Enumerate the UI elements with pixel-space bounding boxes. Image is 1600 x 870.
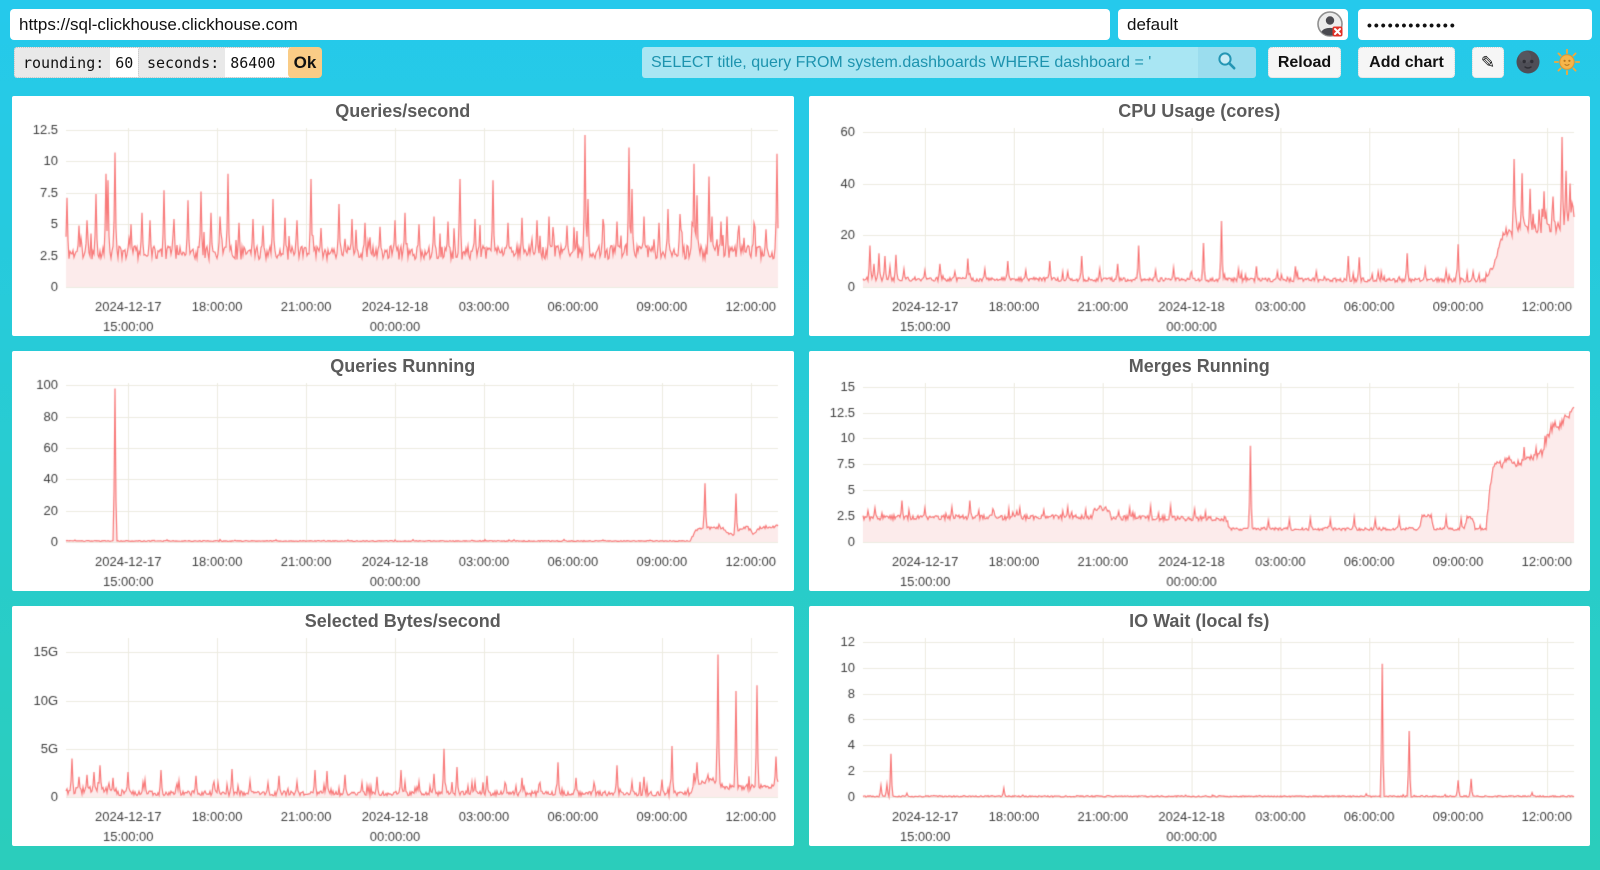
chart-canvas-queries-per-second[interactable]	[12, 96, 794, 336]
password-input[interactable]	[1358, 9, 1592, 40]
sun-face-icon	[1553, 48, 1580, 78]
magnifier-icon	[1216, 50, 1238, 75]
pencil-icon: ✎	[1480, 52, 1496, 72]
seconds-field: seconds:	[138, 47, 299, 78]
reload-button[interactable]: Reload	[1268, 47, 1341, 78]
ok-button[interactable]: Ok	[288, 47, 322, 78]
moon-face-icon	[1515, 50, 1541, 78]
theme-light-button[interactable]	[1553, 48, 1580, 78]
chart-canvas-io-wait[interactable]	[808, 606, 1590, 846]
seconds-label: seconds:	[147, 53, 220, 72]
chart-canvas-queries-running[interactable]	[12, 351, 794, 591]
user-input[interactable]	[1118, 9, 1348, 40]
chart-card-cpu-usage: CPU Usage (cores)	[808, 96, 1590, 336]
add-chart-button[interactable]: Add chart	[1358, 47, 1455, 78]
chart-card-queries-per-second: Queries/second	[12, 96, 794, 336]
chart-canvas-merges-running[interactable]	[808, 351, 1590, 591]
charts-grid: Queries/second CPU Usage (cores) Queries…	[12, 96, 1590, 846]
chart-card-queries-running: Queries Running	[12, 351, 794, 591]
chart-canvas-cpu-usage[interactable]	[808, 96, 1590, 336]
rounding-field: rounding:	[14, 47, 148, 78]
rounding-label: rounding:	[23, 53, 105, 72]
chart-card-merges-running: Merges Running	[808, 351, 1590, 591]
user-avatar-broken-icon	[1317, 11, 1344, 38]
user-field	[1118, 9, 1348, 40]
edit-button[interactable]: ✎	[1472, 47, 1504, 78]
chart-card-io-wait: IO Wait (local fs)	[808, 606, 1590, 846]
query-input[interactable]	[642, 47, 1198, 78]
seconds-input[interactable]	[225, 48, 298, 77]
search-button[interactable]	[1198, 47, 1256, 78]
chart-card-selected-bytes: Selected Bytes/second	[12, 606, 794, 846]
url-input[interactable]	[10, 9, 1110, 40]
chart-canvas-selected-bytes[interactable]	[12, 606, 794, 846]
theme-dark-button[interactable]	[1514, 49, 1541, 76]
